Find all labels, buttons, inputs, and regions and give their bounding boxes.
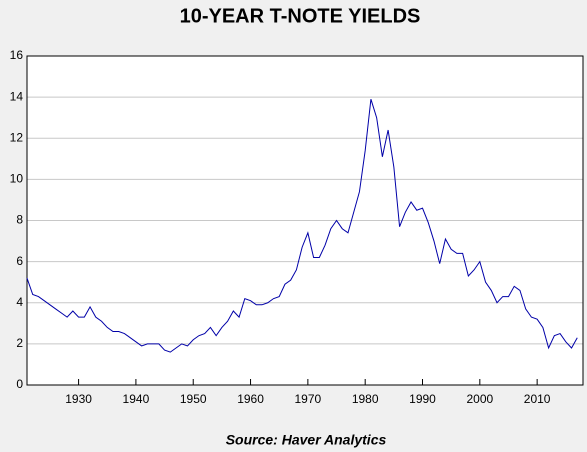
x-tick-label: 1930 <box>65 392 92 406</box>
x-tick-label: 1990 <box>409 392 436 406</box>
x-tick-label: 2010 <box>524 392 551 406</box>
y-tick-label: 6 <box>16 254 23 268</box>
y-tick-label: 16 <box>10 48 24 62</box>
plot-frame <box>26 55 584 386</box>
x-tick-label: 1980 <box>352 392 379 406</box>
x-tick-label: 1960 <box>237 392 264 406</box>
x-tick-label: 2000 <box>466 392 493 406</box>
x-tick-label: 1940 <box>123 392 150 406</box>
y-tick-label: 4 <box>16 295 23 309</box>
y-tick-label: 0 <box>16 377 23 391</box>
x-tick-label: 1970 <box>295 392 322 406</box>
y-tick-label: 12 <box>10 130 24 144</box>
x-tick-label: 1950 <box>180 392 207 406</box>
data-line <box>26 99 578 353</box>
y-tick-label: 2 <box>16 336 23 350</box>
source-note: Source: Haver Analytics <box>226 432 387 448</box>
chart-title: 10-YEAR T-NOTE YIELDS <box>180 5 421 27</box>
y-tick-label: 8 <box>16 213 23 227</box>
y-tick-label: 14 <box>10 89 24 103</box>
y-tick-label: 10 <box>10 172 24 186</box>
